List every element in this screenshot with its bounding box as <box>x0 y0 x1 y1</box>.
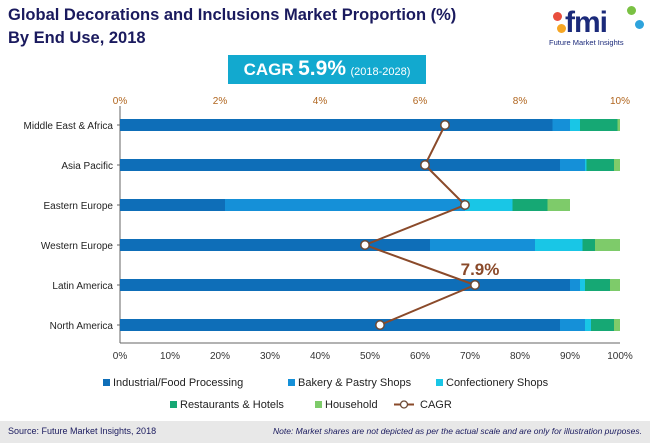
bar-segment <box>585 319 591 331</box>
bar-segment <box>120 119 553 131</box>
bar-segment <box>582 239 595 251</box>
bar-segment <box>120 239 430 251</box>
legend-label: CAGR <box>420 399 452 411</box>
category-label: Asia Pacific <box>61 161 113 172</box>
top-axis-tick-label: 10% <box>610 96 630 107</box>
bottom-axis-tick-label: 10% <box>160 351 180 362</box>
bar-segment <box>430 239 535 251</box>
cagr-point <box>360 240 370 250</box>
bar-segment <box>614 319 620 331</box>
bar-segment <box>560 159 585 171</box>
bottom-axis-tick-label: 80% <box>510 351 530 362</box>
logo-dot-red <box>553 12 562 21</box>
chart-title: Global Decorations and Inclusions Market… <box>8 6 457 24</box>
note-text: Note: Market shares are not depicted as … <box>272 426 642 436</box>
legend-swatch <box>436 379 443 386</box>
legend-label: Household <box>325 399 378 411</box>
top-axis-tick-label: 6% <box>413 96 428 107</box>
legend-marker <box>399 400 409 409</box>
logo-dot-green <box>627 6 636 15</box>
legend-label: Bakery & Pastry Shops <box>298 377 412 389</box>
logo-dot-orange <box>557 24 566 33</box>
bottom-axis-tick-label: 60% <box>410 351 430 362</box>
cagr-annotation: 7.9% <box>461 260 500 279</box>
category-label: Middle East & Africa <box>24 121 114 132</box>
bottom-axis-tick-label: 100% <box>607 351 633 362</box>
cagr-banner-period: (2018-2028) <box>350 66 411 78</box>
bottom-axis-tick-label: 70% <box>460 351 480 362</box>
legend-swatch <box>315 401 322 408</box>
cagr-point <box>460 200 470 210</box>
legend-label: Industrial/Food Processing <box>113 377 243 389</box>
bar-segment <box>225 199 465 211</box>
bottom-axis-tick-label: 90% <box>560 351 580 362</box>
bottom-axis-tick-label: 20% <box>210 351 230 362</box>
bar-segment <box>465 199 513 211</box>
legend-label: Confectionery Shops <box>446 377 549 389</box>
bar-segment <box>591 319 614 331</box>
top-axis-tick-label: 0% <box>113 96 128 107</box>
bar-segment <box>586 159 614 171</box>
logo-dot-blue <box>635 20 644 29</box>
bottom-axis-tick-label: 30% <box>260 351 280 362</box>
cagr-point <box>420 160 430 170</box>
bar-segment <box>560 319 585 331</box>
bar-segment <box>535 239 583 251</box>
cagr-banner-value: 5.9% <box>298 57 346 80</box>
category-label: Eastern Europe <box>44 201 114 212</box>
cagr-point <box>440 120 450 130</box>
footer-bar: Source: Future Market Insights, 2018 Not… <box>0 421 650 443</box>
bar-segment <box>610 279 620 291</box>
legend-swatch <box>288 379 295 386</box>
bar-segment <box>617 119 620 131</box>
cagr-banner: CAGR 5.9% (2018-2028) <box>228 55 426 84</box>
top-axis-tick-label: 4% <box>313 96 328 107</box>
bar-segment <box>120 319 560 331</box>
category-label: Latin America <box>52 281 113 292</box>
bottom-axis-tick-label: 0% <box>113 351 128 362</box>
top-axis-tick-label: 2% <box>213 96 228 107</box>
bottom-axis-tick-label: 50% <box>360 351 380 362</box>
logo-text: fmi <box>565 6 608 39</box>
chart-subtitle: By End Use, 2018 <box>8 29 146 47</box>
cagr-banner-label: CAGR <box>243 60 294 79</box>
bar-segment <box>595 239 620 251</box>
bar-segment <box>614 159 620 171</box>
bar-segment <box>580 279 585 291</box>
legend-swatch <box>170 401 177 408</box>
category-label: North America <box>50 321 114 332</box>
bar-segment <box>552 119 570 131</box>
bar-segment <box>585 159 587 171</box>
bottom-axis-tick-label: 40% <box>310 351 330 362</box>
category-label: Western Europe <box>41 241 114 252</box>
bar-segment <box>585 279 610 291</box>
logo-subtext: Future Market Insights <box>549 38 624 47</box>
bar-segment <box>120 159 560 171</box>
bar-segment <box>570 119 580 131</box>
bar-segment <box>120 279 570 291</box>
top-axis-tick-label: 8% <box>513 96 528 107</box>
legend-label: Restaurants & Hotels <box>180 399 284 411</box>
bar-segment <box>120 199 225 211</box>
cagr-point <box>375 320 385 330</box>
bar-segment <box>580 119 618 131</box>
bar-segment <box>570 279 580 291</box>
bar-segment <box>547 199 570 211</box>
fmi-logo: fmi Future Market Insights <box>535 0 650 52</box>
stacked-bar-chart: 0% 2% 4% 6% 8% 10% 0% 10% 20% 30% 40% 50% 60% 70% 80% 9… <box>24 96 633 411</box>
legend-swatch <box>103 379 110 386</box>
bar-segment <box>512 199 548 211</box>
cagr-line <box>362 124 478 326</box>
source-text: Source: Future Market Insights, 2018 <box>8 426 157 436</box>
cagr-point <box>470 280 480 290</box>
